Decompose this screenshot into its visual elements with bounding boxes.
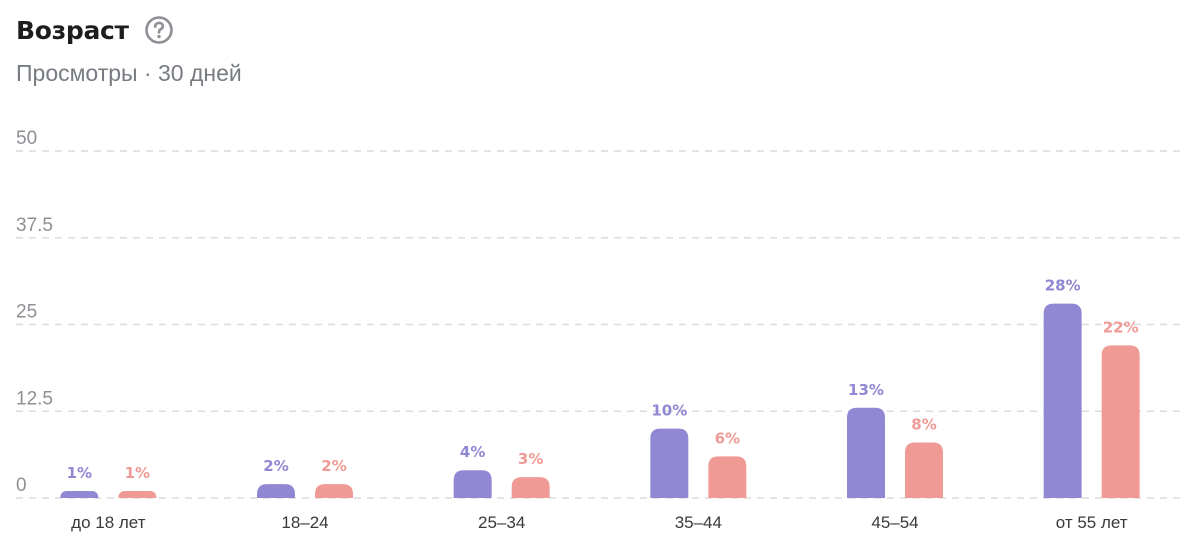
- data-label: 28%: [1045, 277, 1081, 295]
- bar-layer: [60, 303, 1140, 498]
- bar-1[interactable]: [60, 491, 99, 498]
- data-label: 13%: [848, 381, 884, 399]
- chart-subtitle: Просмотры · 30 дней: [16, 60, 242, 86]
- data-label: 10%: [651, 402, 687, 420]
- y-tick-label: 25: [16, 302, 37, 323]
- bar-1[interactable]: [453, 470, 492, 498]
- bar-2[interactable]: [511, 477, 550, 498]
- x-tick-label: 18–24: [281, 513, 328, 532]
- data-label: 2%: [263, 457, 288, 475]
- bar-2[interactable]: [315, 484, 353, 498]
- bar-1[interactable]: [1043, 303, 1082, 498]
- x-tick-label: до 18 лет: [71, 513, 146, 532]
- y-tick-label: 12.5: [16, 388, 53, 409]
- data-label: 8%: [911, 415, 936, 433]
- bar-1[interactable]: [257, 484, 295, 498]
- label-layer: 0 12.5 25 37.5 50 1% 1% до 18 лет 2% 2% 18–24 4% 3% 2…: [16, 128, 1139, 532]
- data-label: 6%: [715, 429, 740, 447]
- bar-2[interactable]: [118, 491, 157, 498]
- x-tick-label: 25–34: [478, 513, 525, 532]
- data-label: 2%: [321, 457, 346, 475]
- data-label: 1%: [67, 464, 92, 482]
- question-circle-icon[interactable]: [144, 15, 174, 45]
- title-row: Возраст: [16, 10, 242, 50]
- x-tick-label: 35–44: [675, 513, 722, 532]
- y-tick-label: 0: [16, 475, 27, 496]
- bar-2[interactable]: [708, 456, 747, 498]
- data-label: 4%: [460, 443, 485, 461]
- data-label: 3%: [518, 450, 543, 468]
- grid-layer: [16, 150, 1184, 499]
- x-tick-label: 45–54: [871, 513, 918, 532]
- data-label: 1%: [125, 464, 150, 482]
- data-label: 22%: [1103, 318, 1139, 336]
- chart-header: Возраст Просмотры · 30 дней: [16, 10, 242, 87]
- y-tick-label: 50: [16, 128, 37, 149]
- chart-title: Возраст: [16, 15, 129, 45]
- bar-2[interactable]: [1101, 345, 1140, 498]
- bar-1[interactable]: [650, 428, 689, 498]
- x-tick-label: от 55 лет: [1056, 513, 1128, 532]
- bar-1[interactable]: [847, 407, 885, 498]
- bar-2[interactable]: [905, 442, 943, 498]
- y-tick-label: 37.5: [16, 215, 53, 236]
